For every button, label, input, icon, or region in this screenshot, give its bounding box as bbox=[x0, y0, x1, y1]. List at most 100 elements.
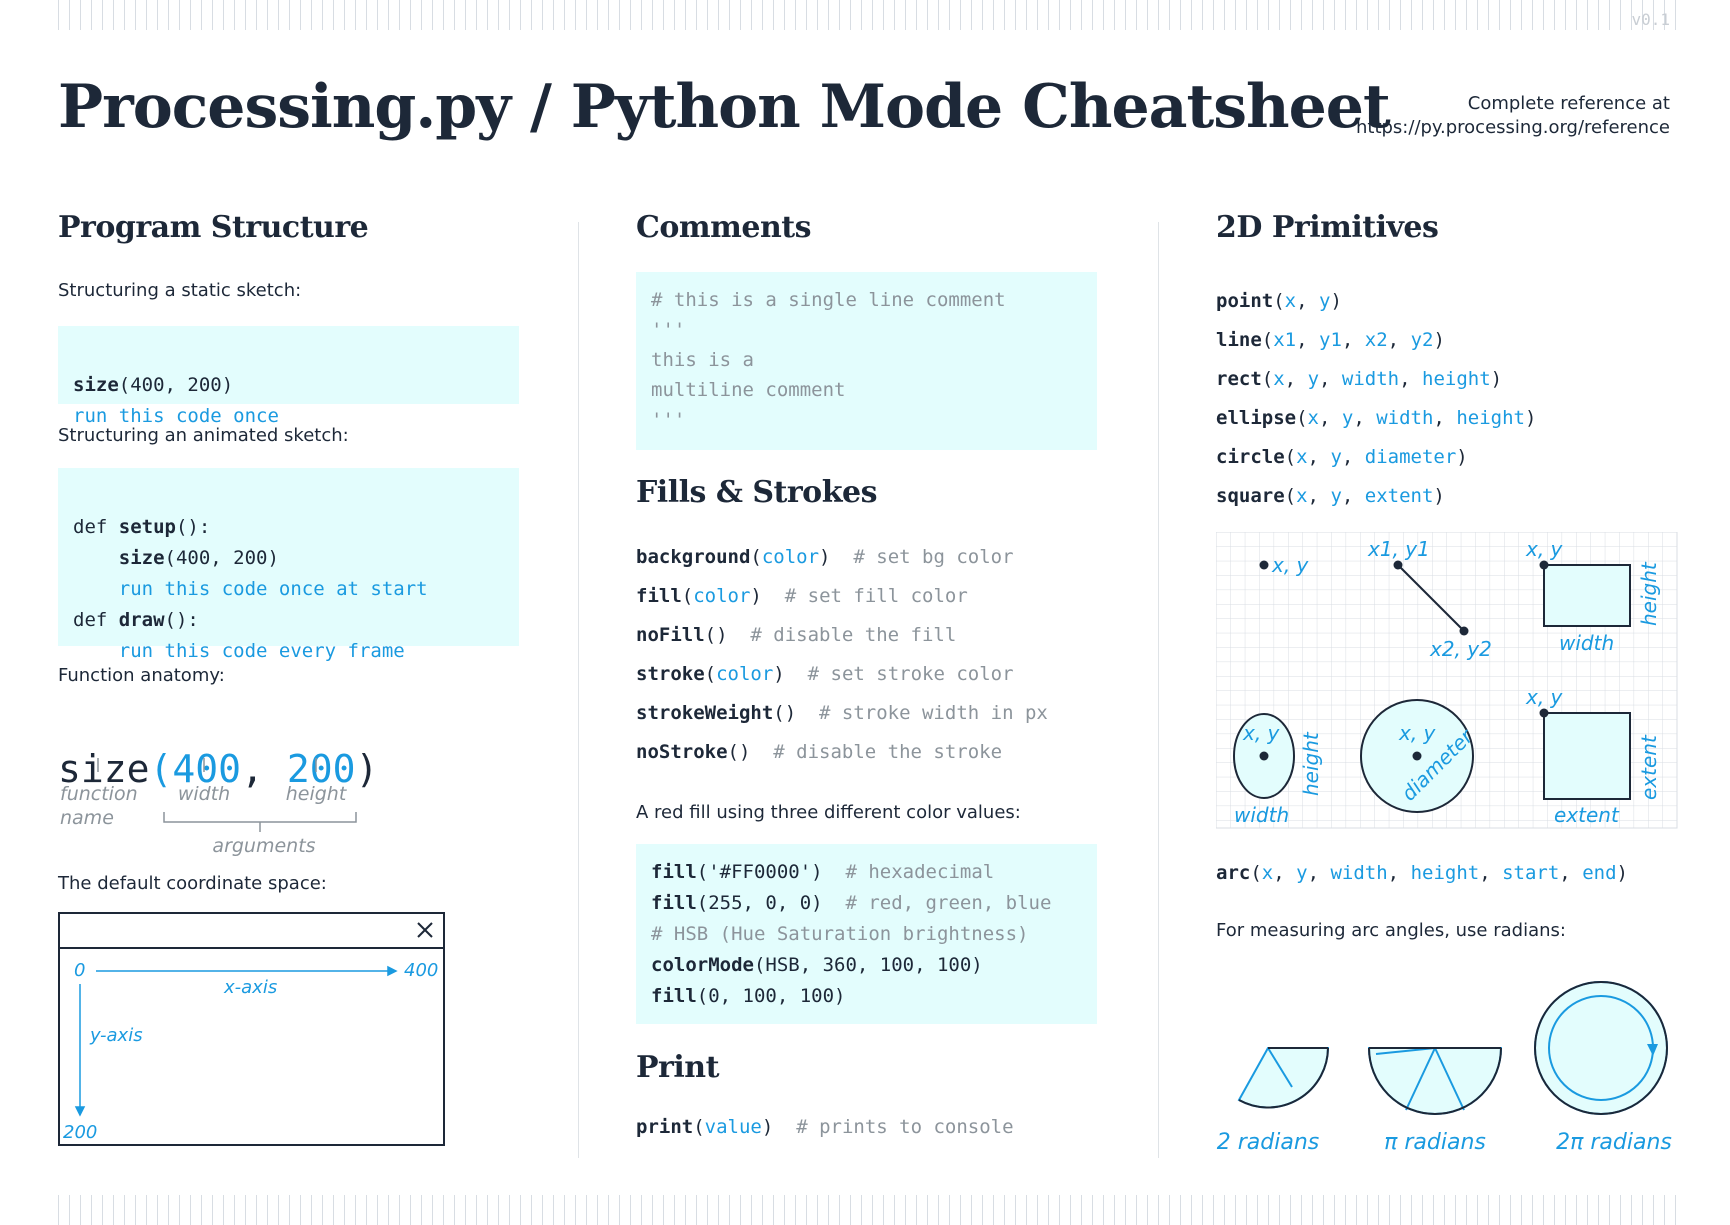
coord-ymax-label: 200 bbox=[63, 1122, 97, 1143]
radians-label-2pi: 2π radians bbox=[1556, 1130, 1672, 1155]
anatomy-fn-label: function bbox=[60, 783, 138, 805]
anatomy-arg-2: 200 bbox=[286, 747, 356, 791]
red-comment: # hexadecimal bbox=[822, 861, 995, 883]
reference-note: Complete reference at https://py.process… bbox=[1356, 92, 1670, 140]
radians-label: For measuring arc angles, use radians: bbox=[1216, 920, 1566, 941]
arc-signature-line: arc(x, y, width, height, start, end) bbox=[1216, 862, 1628, 884]
fill-fn: strokeWeight bbox=[636, 702, 774, 724]
code-keyword: def bbox=[73, 609, 119, 631]
primitive-arg: width bbox=[1330, 862, 1388, 884]
code-fn: size bbox=[118, 547, 165, 569]
fill-fn: background bbox=[636, 546, 751, 568]
coord-xmax-label: 400 bbox=[404, 960, 438, 981]
rect-xy-label: x, y bbox=[1525, 537, 1564, 561]
red-comment: # HSB (Hue Saturation brightness) bbox=[651, 923, 1029, 945]
primitive-arg: end bbox=[1582, 862, 1617, 884]
anatomy-arguments-label: arguments bbox=[212, 835, 315, 857]
square-xy-label: x, y bbox=[1525, 685, 1564, 709]
primitive-arg: diameter bbox=[1364, 446, 1457, 468]
red-fn: fill bbox=[651, 985, 697, 1007]
code-args: (): bbox=[164, 609, 199, 631]
primitive-arg: x2 bbox=[1364, 329, 1388, 351]
anatomy-width-label: width bbox=[178, 783, 230, 805]
red-fn: colorMode bbox=[651, 954, 754, 976]
primitive-fn: circle bbox=[1216, 446, 1285, 468]
fill-arg: color bbox=[716, 663, 774, 685]
code-args: (400, 200) bbox=[164, 547, 279, 569]
code-args: (400, 200) bbox=[118, 374, 234, 396]
code-fn: draw bbox=[118, 609, 165, 631]
animated-sketch-code: def setup(): size(400, 200) run this cod… bbox=[58, 468, 519, 662]
top-ruler-decoration bbox=[58, 0, 1678, 30]
line-end-label: x2, y2 bbox=[1429, 637, 1492, 661]
fill-comment: # disable the stroke bbox=[773, 741, 1003, 763]
column-divider-1 bbox=[578, 222, 579, 1158]
primitive-arg: height bbox=[1410, 862, 1480, 884]
primitive-arg: height bbox=[1422, 368, 1491, 390]
primitives-section: 2D Primitives point(x, y) line(x1, y1, x2… bbox=[1216, 210, 1686, 1155]
coordinate-space-label: The default coordinate space: bbox=[58, 873, 327, 894]
primitive-fn: point bbox=[1216, 290, 1274, 312]
primitive-signature: square(x, y, extent) bbox=[1216, 485, 1445, 507]
comments-fills-print-section: Comments # this is a single line comment… bbox=[636, 210, 1116, 1138]
code-args: (): bbox=[175, 516, 211, 538]
program-structure-heading: Program Structure bbox=[58, 210, 369, 245]
comment-line: # this is a single line comment bbox=[651, 289, 1006, 311]
code-fn: size bbox=[73, 374, 119, 396]
code-fn: setup bbox=[118, 516, 176, 538]
red-args: (HSB, 360, 100, 100) bbox=[753, 954, 983, 976]
anatomy-annotations: function name width height arguments bbox=[60, 758, 357, 857]
anatomy-separator: , bbox=[241, 747, 287, 791]
anatomy-fn-label-2: name bbox=[60, 807, 114, 829]
print-comment: # prints to console bbox=[796, 1116, 1014, 1138]
ellipse-height-label: height bbox=[1299, 731, 1323, 796]
fill-comment: # stroke width in px bbox=[819, 702, 1048, 724]
coord-xaxis-label: x-axis bbox=[223, 977, 277, 998]
fills-list: background(color) # set bg color fill(co… bbox=[636, 546, 1048, 763]
fill-arg: color bbox=[761, 546, 820, 568]
red-fill-code: fill('#FF0000') # hexadecimal fill(255, … bbox=[636, 844, 1097, 1024]
anatomy-height-label: height bbox=[286, 783, 348, 805]
primitive-fn: arc bbox=[1216, 862, 1251, 884]
radians-label-pi: π radians bbox=[1384, 1130, 1486, 1155]
comment-line: multiline comment bbox=[651, 379, 846, 401]
coordinate-space-diagram: 0 400 x-axis y-axis 200 bbox=[58, 912, 445, 1146]
print-line: print(value) # prints to console bbox=[636, 1116, 1014, 1138]
radians-diagram: 2 radians π radians 2π radians bbox=[1217, 981, 1672, 1155]
fill-comment: # set bg color bbox=[853, 546, 1014, 568]
primitive-arg: y bbox=[1330, 446, 1342, 468]
primitive-signature: line(x1, y1, x2, y2) bbox=[1216, 329, 1445, 351]
fill-fn: stroke bbox=[636, 663, 705, 685]
print-fn: print bbox=[636, 1116, 694, 1138]
close-icon bbox=[417, 922, 433, 938]
code-comment: run this code once at start bbox=[118, 578, 428, 600]
coord-yaxis-label: y-axis bbox=[89, 1025, 143, 1046]
primitive-arg: extent bbox=[1364, 485, 1434, 507]
primitive-arg: y bbox=[1296, 862, 1308, 884]
fill-fn: fill bbox=[636, 585, 682, 607]
code-keyword: def bbox=[73, 516, 119, 538]
primitive-arg: start bbox=[1502, 862, 1560, 884]
anatomy-arg-1: 400 bbox=[172, 747, 242, 791]
circle-xy-label: x, y bbox=[1398, 721, 1437, 745]
primitive-arg: x bbox=[1261, 862, 1274, 884]
rect-height-label: height bbox=[1637, 561, 1661, 626]
arc-signature: arc(x, y, width, height, start, end) bbox=[1216, 862, 1628, 884]
primitive-signature: rect(x, y, width, height) bbox=[1216, 368, 1503, 390]
primitive-fn: line bbox=[1216, 329, 1262, 351]
reference-line-1: Complete reference at bbox=[1467, 93, 1670, 114]
primitive-arg: y bbox=[1330, 485, 1342, 507]
anatomy-fn-name: size bbox=[58, 747, 150, 791]
primitive-arg: height bbox=[1456, 407, 1525, 429]
primitive-fn: rect bbox=[1216, 368, 1262, 390]
comment-line: ''' bbox=[651, 409, 686, 431]
primitive-arg: y2 bbox=[1410, 329, 1434, 351]
primitive-signature: ellipse(x, y, width, height) bbox=[1216, 407, 1537, 429]
fill-comment: # set stroke color bbox=[807, 663, 1014, 685]
code-comment: run this code every frame bbox=[118, 640, 405, 662]
square-width-label: extent bbox=[1554, 803, 1620, 827]
fill-comment: # disable the fill bbox=[750, 624, 957, 646]
ellipse-xy-label: x, y bbox=[1242, 721, 1281, 745]
primitive-arg: y bbox=[1307, 368, 1320, 390]
function-anatomy-label: Function anatomy: bbox=[58, 665, 225, 686]
